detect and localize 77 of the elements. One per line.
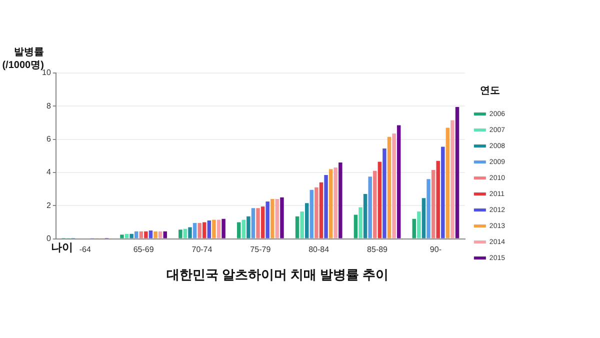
y-tick-label: 8 [46,101,52,110]
bar [280,197,284,238]
bar [396,125,401,238]
bar [270,199,274,238]
bar [212,220,216,238]
bar [242,220,246,238]
bar [450,120,454,238]
bar [436,160,440,238]
bar [319,182,324,238]
bar [441,146,445,238]
bar [202,222,206,238]
legend-title: 연도 [480,85,500,96]
bar [163,231,167,238]
bar [148,230,153,238]
bar [446,128,450,238]
bar [334,168,338,238]
y-tick-label: 2 [46,200,52,210]
bar [198,223,202,238]
bar [124,234,129,238]
bar [236,222,241,238]
bar [358,207,362,238]
bar [305,203,309,238]
x-tick-label: 65-69 [133,244,154,254]
bar [120,234,124,238]
bar [275,199,280,238]
bar [387,136,392,238]
x-tick-label: 70-74 [192,244,213,254]
bar [134,231,138,238]
bar [222,218,226,238]
bar [256,208,260,238]
bar [154,231,158,238]
bar [412,218,416,238]
bar [328,169,333,238]
bar [417,211,421,238]
x-tick-label: 90- [430,244,442,254]
bar [368,176,372,238]
bar [188,227,192,238]
bar [373,170,377,238]
bar [266,201,270,238]
bar [392,134,396,238]
bar [183,228,188,238]
bar [216,220,221,238]
y-tick-label: 4 [46,168,52,177]
bar [158,231,162,238]
bar [426,179,430,238]
y-axis-title: 발병률 (/1000명) [2,46,44,71]
bar [314,187,318,238]
x-tick-label: -64 [79,244,92,254]
bar [310,190,314,238]
bar [431,170,436,238]
bar [455,106,460,238]
bar [295,216,300,238]
bar [246,216,250,238]
bar [251,208,256,238]
bar [192,223,197,238]
text: 대한민국 알츠하이머 치매 발병률 추이 [166,266,389,282]
bar [139,231,144,238]
y-tick-label: 6 [46,134,52,144]
bar [207,220,212,238]
y-tick-label: 0 [46,234,52,244]
bar [363,194,368,238]
bar [338,162,342,238]
bar [354,214,358,238]
bar [130,234,134,238]
x-tick-label: 80-84 [308,244,330,254]
bar [178,230,182,238]
bar [378,162,382,238]
y-tick-label: 10 [42,68,52,78]
bar [422,198,426,238]
bar [300,211,304,238]
x-axis-title: 나이 [51,242,74,254]
bar [260,206,265,238]
bar [324,174,328,238]
x-tick-label: 75-79 [250,244,272,254]
bar [382,148,386,238]
x-tick-label: 85-89 [367,244,388,254]
bar [144,231,148,238]
